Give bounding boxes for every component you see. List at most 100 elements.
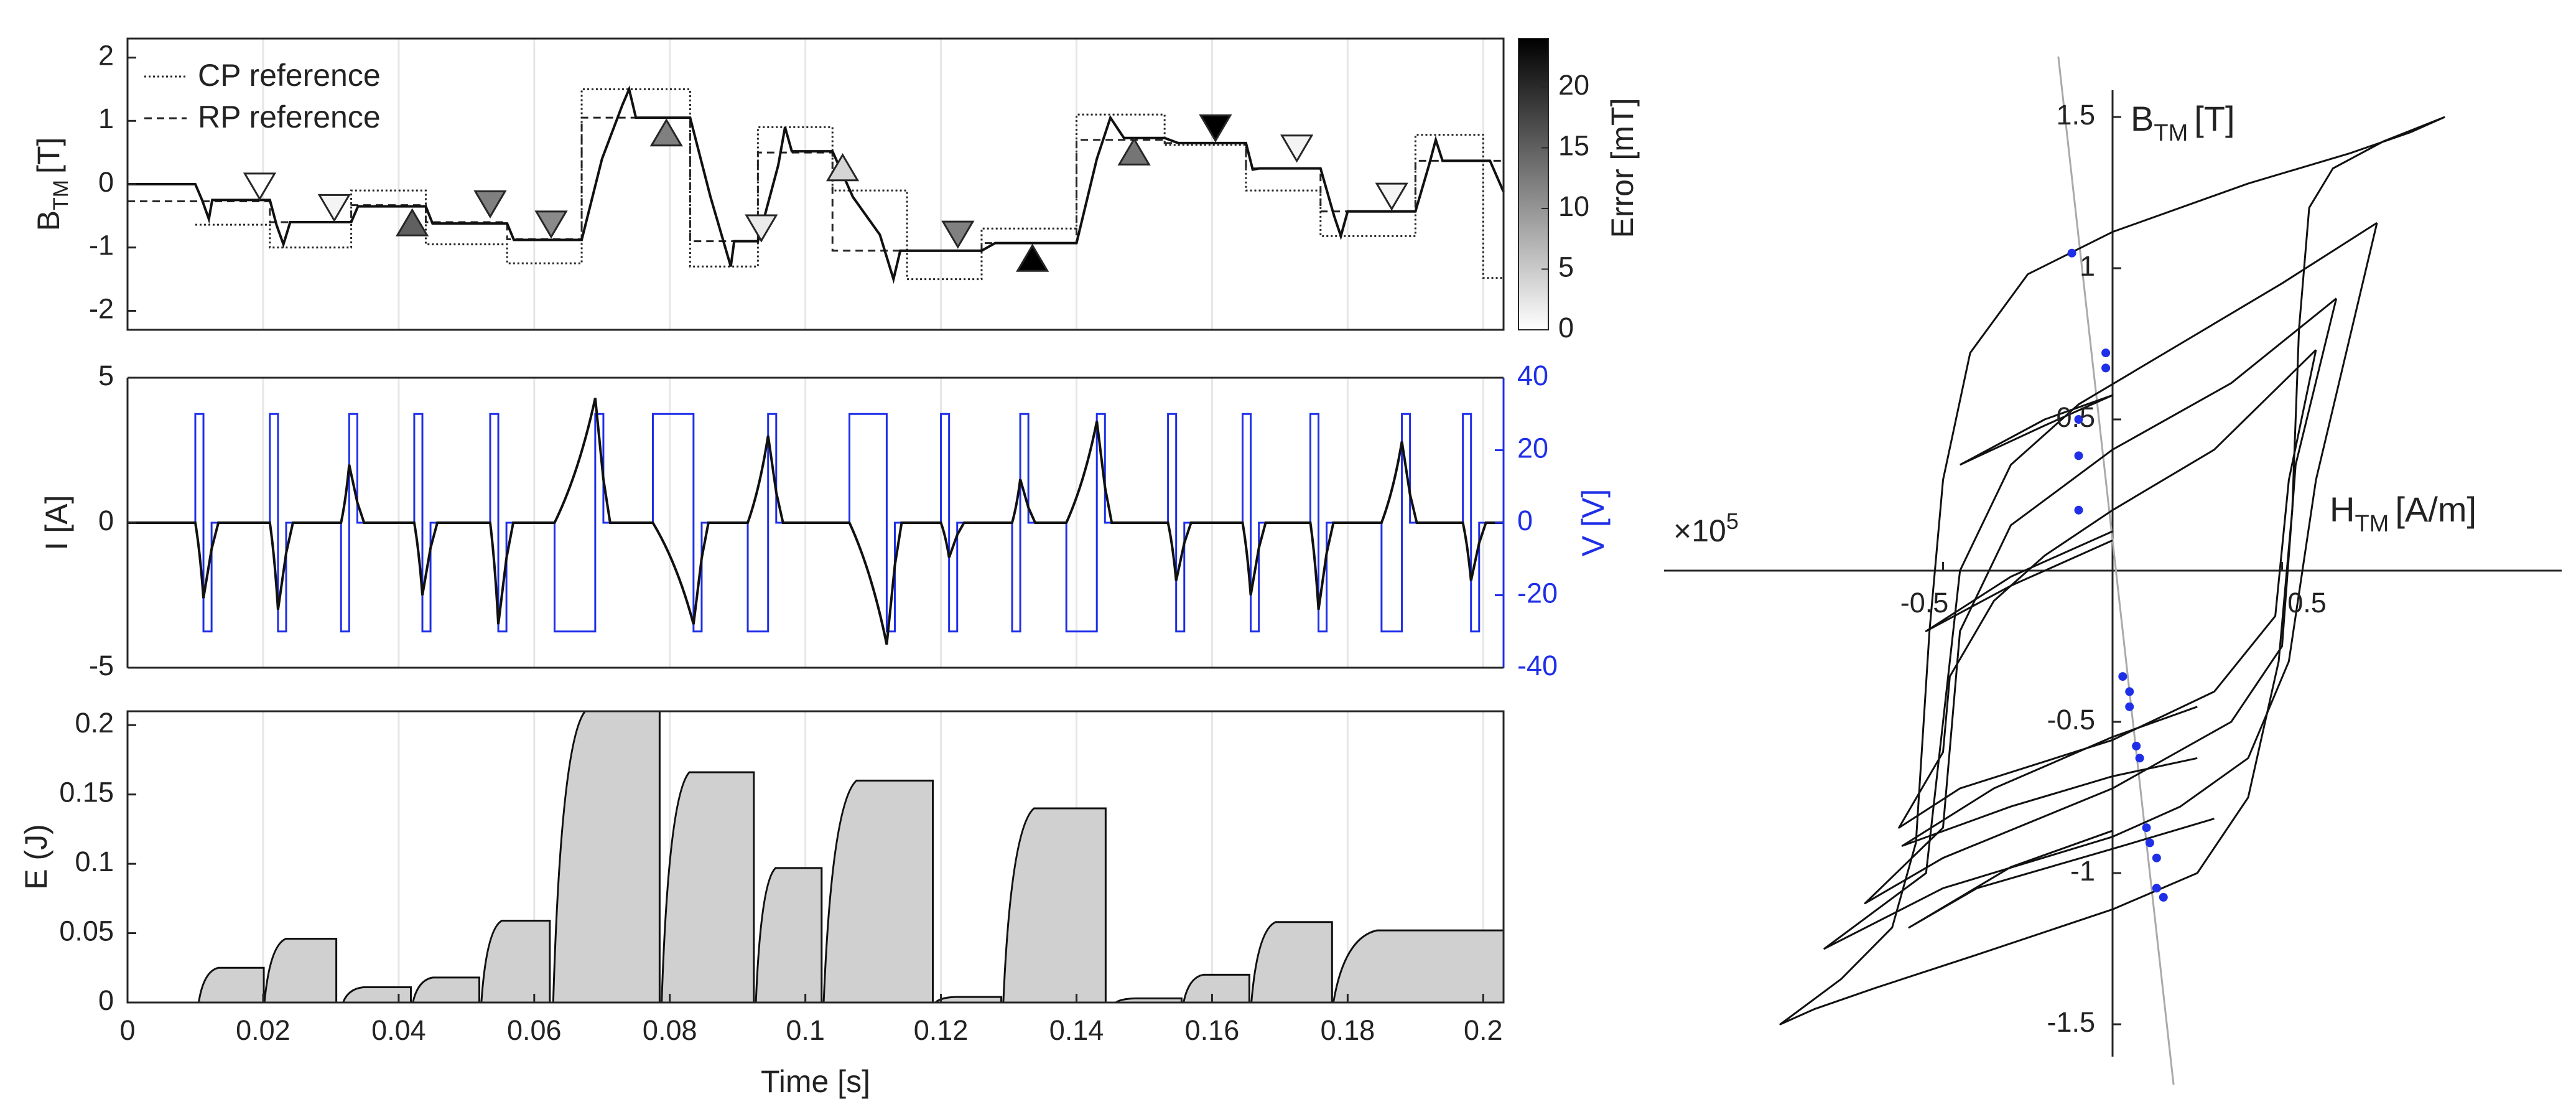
energy-axes-box bbox=[126, 710, 1505, 1004]
current-panel: 5 0 -5 40 20 0 -20 -40 I [A] V [V] bbox=[39, 360, 1611, 681]
hysteresis-point bbox=[2152, 884, 2161, 893]
energy-y-tick-label: 0.15 bbox=[59, 777, 114, 808]
current-trace bbox=[128, 398, 1504, 645]
energy-y-tick-label: 0.1 bbox=[75, 846, 114, 877]
energy-bar bbox=[661, 771, 755, 1004]
hysteresis-point bbox=[2074, 415, 2083, 424]
legend-rp-label: RP reference bbox=[198, 100, 381, 134]
time-x-ticks: 0 0.02 0.04 0.06 0.08 0.1 0.12 0.14 0.16 0.18 0.2 bbox=[119, 994, 1503, 1046]
minor-loop bbox=[1898, 349, 2317, 829]
minor-loop bbox=[1960, 394, 2114, 466]
colorbar-ticks: 20 15 10 5 0 bbox=[1541, 69, 1589, 344]
hysteresis-point bbox=[2125, 687, 2134, 696]
hysteresis-y-tick-label: -1 bbox=[2070, 855, 2095, 887]
energy-bar bbox=[1002, 807, 1107, 1004]
error-marker bbox=[825, 153, 860, 182]
time-x-tick-label: 0.16 bbox=[1185, 1014, 1240, 1046]
current-y-label: I [A] bbox=[39, 495, 74, 551]
voltage-line bbox=[128, 413, 1504, 633]
hysteresis-points bbox=[2067, 248, 2168, 902]
time-x-tick-label: 0.18 bbox=[1321, 1014, 1375, 1046]
hysteresis-point bbox=[2145, 838, 2154, 848]
error-marker bbox=[1016, 243, 1049, 272]
hysteresis-point bbox=[2074, 505, 2083, 515]
minor-loop bbox=[1823, 222, 2378, 950]
voltage-y-ticks: 40 20 0 -20 -40 bbox=[1495, 360, 1558, 681]
minor-loop bbox=[1908, 818, 2215, 928]
time-x-tick-label: 0.08 bbox=[643, 1014, 697, 1046]
reference-line bbox=[2057, 56, 2175, 1085]
error-marker bbox=[649, 118, 683, 147]
energy-bar bbox=[933, 996, 1003, 1004]
hysteresis-y-tick-label: 1 bbox=[2080, 250, 2095, 282]
flux-y-label: BTM[T] bbox=[31, 138, 73, 231]
voltage-y-tick-label: 20 bbox=[1517, 432, 1548, 464]
time-x-tick-label: 0.14 bbox=[1049, 1014, 1104, 1046]
measured-flux-line bbox=[128, 85, 1505, 284]
hysteresis-point bbox=[2067, 248, 2076, 258]
colorbar-tick-label: 10 bbox=[1558, 190, 1589, 222]
hysteresis-point bbox=[2132, 741, 2141, 750]
hysteresis-x-tick-label: -0.5 bbox=[1900, 587, 1949, 619]
error-marker bbox=[941, 220, 975, 249]
hysteresis-x-multiplier: ×105 bbox=[1673, 508, 1739, 548]
hysteresis-point bbox=[2101, 363, 2111, 373]
error-marker bbox=[1375, 182, 1408, 211]
flux-y-tick-label: -1 bbox=[89, 230, 114, 261]
current-y-tick-label: 0 bbox=[98, 505, 114, 536]
hysteresis-point bbox=[2118, 672, 2127, 681]
energy-y-tick-label: 0 bbox=[98, 984, 114, 1016]
flux-legend: CP reference RP reference bbox=[144, 58, 381, 134]
error-marker bbox=[1117, 137, 1151, 166]
hysteresis-point bbox=[2074, 451, 2083, 460]
hysteresis-y-tick-label: -0.5 bbox=[2047, 704, 2095, 736]
time-x-tick-label: 0.02 bbox=[236, 1014, 291, 1046]
colorbar-tick-label: 15 bbox=[1558, 129, 1589, 161]
voltage-y-tick-label: 40 bbox=[1517, 360, 1548, 391]
voltage-y-label: V [V] bbox=[1576, 489, 1611, 556]
hysteresis-x-label: HTM [A/m] bbox=[2330, 490, 2476, 537]
error-markers bbox=[243, 114, 1408, 272]
flux-grid bbox=[262, 39, 1484, 330]
time-x-tick-label: 0 bbox=[119, 1014, 135, 1046]
energy-panel: 0.2 0.15 0.1 0.05 0 0 0.02 0.04 0.06 0.08 0.1 0.12… bbox=[19, 707, 1505, 1099]
voltage-trace bbox=[128, 413, 1504, 633]
error-marker bbox=[1280, 134, 1314, 163]
error-colorbar bbox=[1518, 38, 1549, 330]
hysteresis-point bbox=[2135, 754, 2144, 763]
energy-bar bbox=[411, 976, 481, 1004]
energy-bar bbox=[1250, 921, 1333, 1004]
flux-y-tick-label: 1 bbox=[98, 103, 114, 134]
flux-y-tick-label: 2 bbox=[98, 39, 114, 71]
colorbar-tick-label: 20 bbox=[1558, 69, 1589, 101]
major-loop bbox=[1779, 116, 2445, 1026]
current-y-tick-label: -5 bbox=[89, 650, 114, 681]
error-marker bbox=[534, 210, 568, 239]
current-y-tick-label: 5 bbox=[98, 360, 114, 391]
energy-y-ticks: 0.2 0.15 0.1 0.05 0 bbox=[59, 707, 136, 1016]
voltage-y-tick-label: -40 bbox=[1517, 650, 1558, 681]
energy-bars bbox=[197, 710, 1505, 1004]
hysteresis-point bbox=[2142, 823, 2151, 833]
voltage-y-tick-label: -20 bbox=[1517, 577, 1558, 609]
hysteresis-point bbox=[2125, 702, 2134, 711]
flux-y-ticks: 2 1 0 -1 -2 bbox=[89, 39, 136, 324]
hysteresis-ticks: -0.5 0.5 1.5 1 0.5 -0.5 -1 -1.5 bbox=[1900, 99, 2327, 1038]
energy-bar bbox=[1113, 997, 1183, 1004]
hysteresis-reference-line bbox=[2057, 56, 2175, 1085]
time-x-tick-label: 0.06 bbox=[507, 1014, 562, 1046]
hysteresis-point bbox=[2152, 853, 2161, 862]
error-marker bbox=[745, 214, 778, 243]
time-x-label: Time [s] bbox=[761, 1064, 870, 1099]
measured-flux-trace bbox=[128, 85, 1505, 284]
error-marker bbox=[1199, 114, 1232, 143]
time-x-tick-label: 0.2 bbox=[1464, 1014, 1503, 1046]
energy-bar bbox=[342, 986, 412, 1004]
energy-bar bbox=[822, 779, 934, 1004]
hysteresis-point bbox=[2101, 348, 2111, 358]
time-x-tick-label: 0.04 bbox=[371, 1014, 426, 1046]
colorbar-tick-label: 0 bbox=[1558, 312, 1574, 344]
error-marker bbox=[473, 190, 507, 219]
error-marker bbox=[396, 208, 429, 236]
